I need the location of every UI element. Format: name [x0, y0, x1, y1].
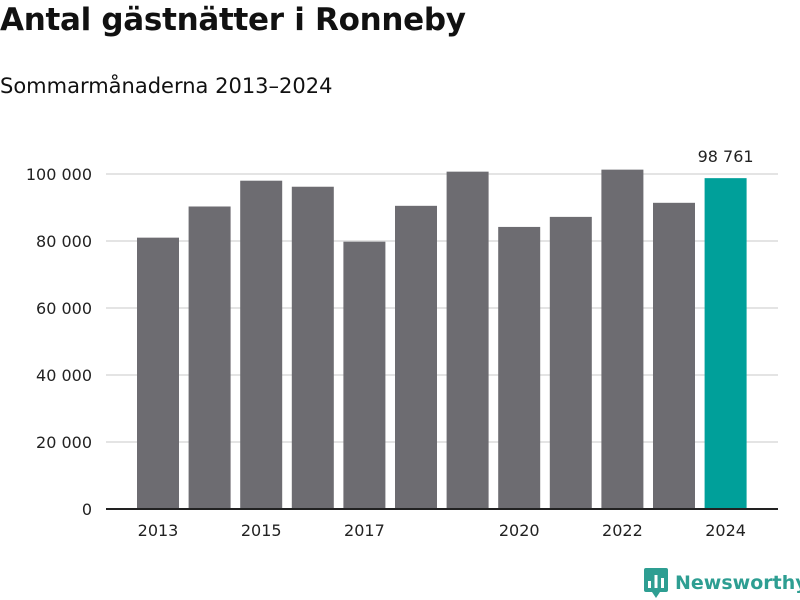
brand-name: Newsworthy [675, 572, 800, 594]
bar-2017 [343, 241, 386, 510]
chart-subtitle: Sommarmånaderna 2013–2024 [0, 74, 333, 98]
bar-2022 [601, 169, 644, 509]
bars [137, 169, 747, 510]
y-axis-ticks: 0 20 000 40 000 60 000 80 000 100 000 [26, 165, 92, 519]
data-labels: 98 761 [698, 147, 754, 166]
y-tick-label: 0 [82, 500, 92, 519]
bar-2023 [653, 202, 695, 509]
x-tick-label: 2024 [705, 521, 746, 540]
x-tick-label: 2017 [344, 521, 385, 540]
x-tick-label: 2022 [602, 521, 643, 540]
bar-2013 [137, 237, 179, 509]
chart-title: Antal gästnätter i Ronneby [0, 2, 466, 38]
y-tick-label: 20 000 [36, 433, 92, 452]
bar-2016 [291, 186, 334, 510]
y-tick-label: 40 000 [36, 366, 92, 385]
newsworthy-brand[interactable]: Newsworthy [644, 568, 800, 598]
bar-2020 [498, 226, 541, 509]
x-tick-label: 2013 [138, 521, 179, 540]
x-axis-ticks: 2013 2015 2017 2020 2022 2024 [138, 521, 746, 540]
bar-2018 [395, 205, 437, 509]
x-tick-label: 2020 [499, 521, 540, 540]
bar-2024 [704, 178, 747, 510]
y-tick-label: 100 000 [26, 165, 92, 184]
bar-2014 [188, 206, 231, 509]
bar-2021 [549, 216, 592, 509]
y-tick-label: 60 000 [36, 299, 92, 318]
data-label-2024: 98 761 [698, 147, 754, 166]
bar-2019 [446, 171, 489, 509]
y-tick-label: 80 000 [36, 232, 92, 251]
x-tick-label: 2015 [241, 521, 282, 540]
bar-2015 [240, 180, 283, 509]
newsworthy-logo-icon [644, 568, 668, 598]
